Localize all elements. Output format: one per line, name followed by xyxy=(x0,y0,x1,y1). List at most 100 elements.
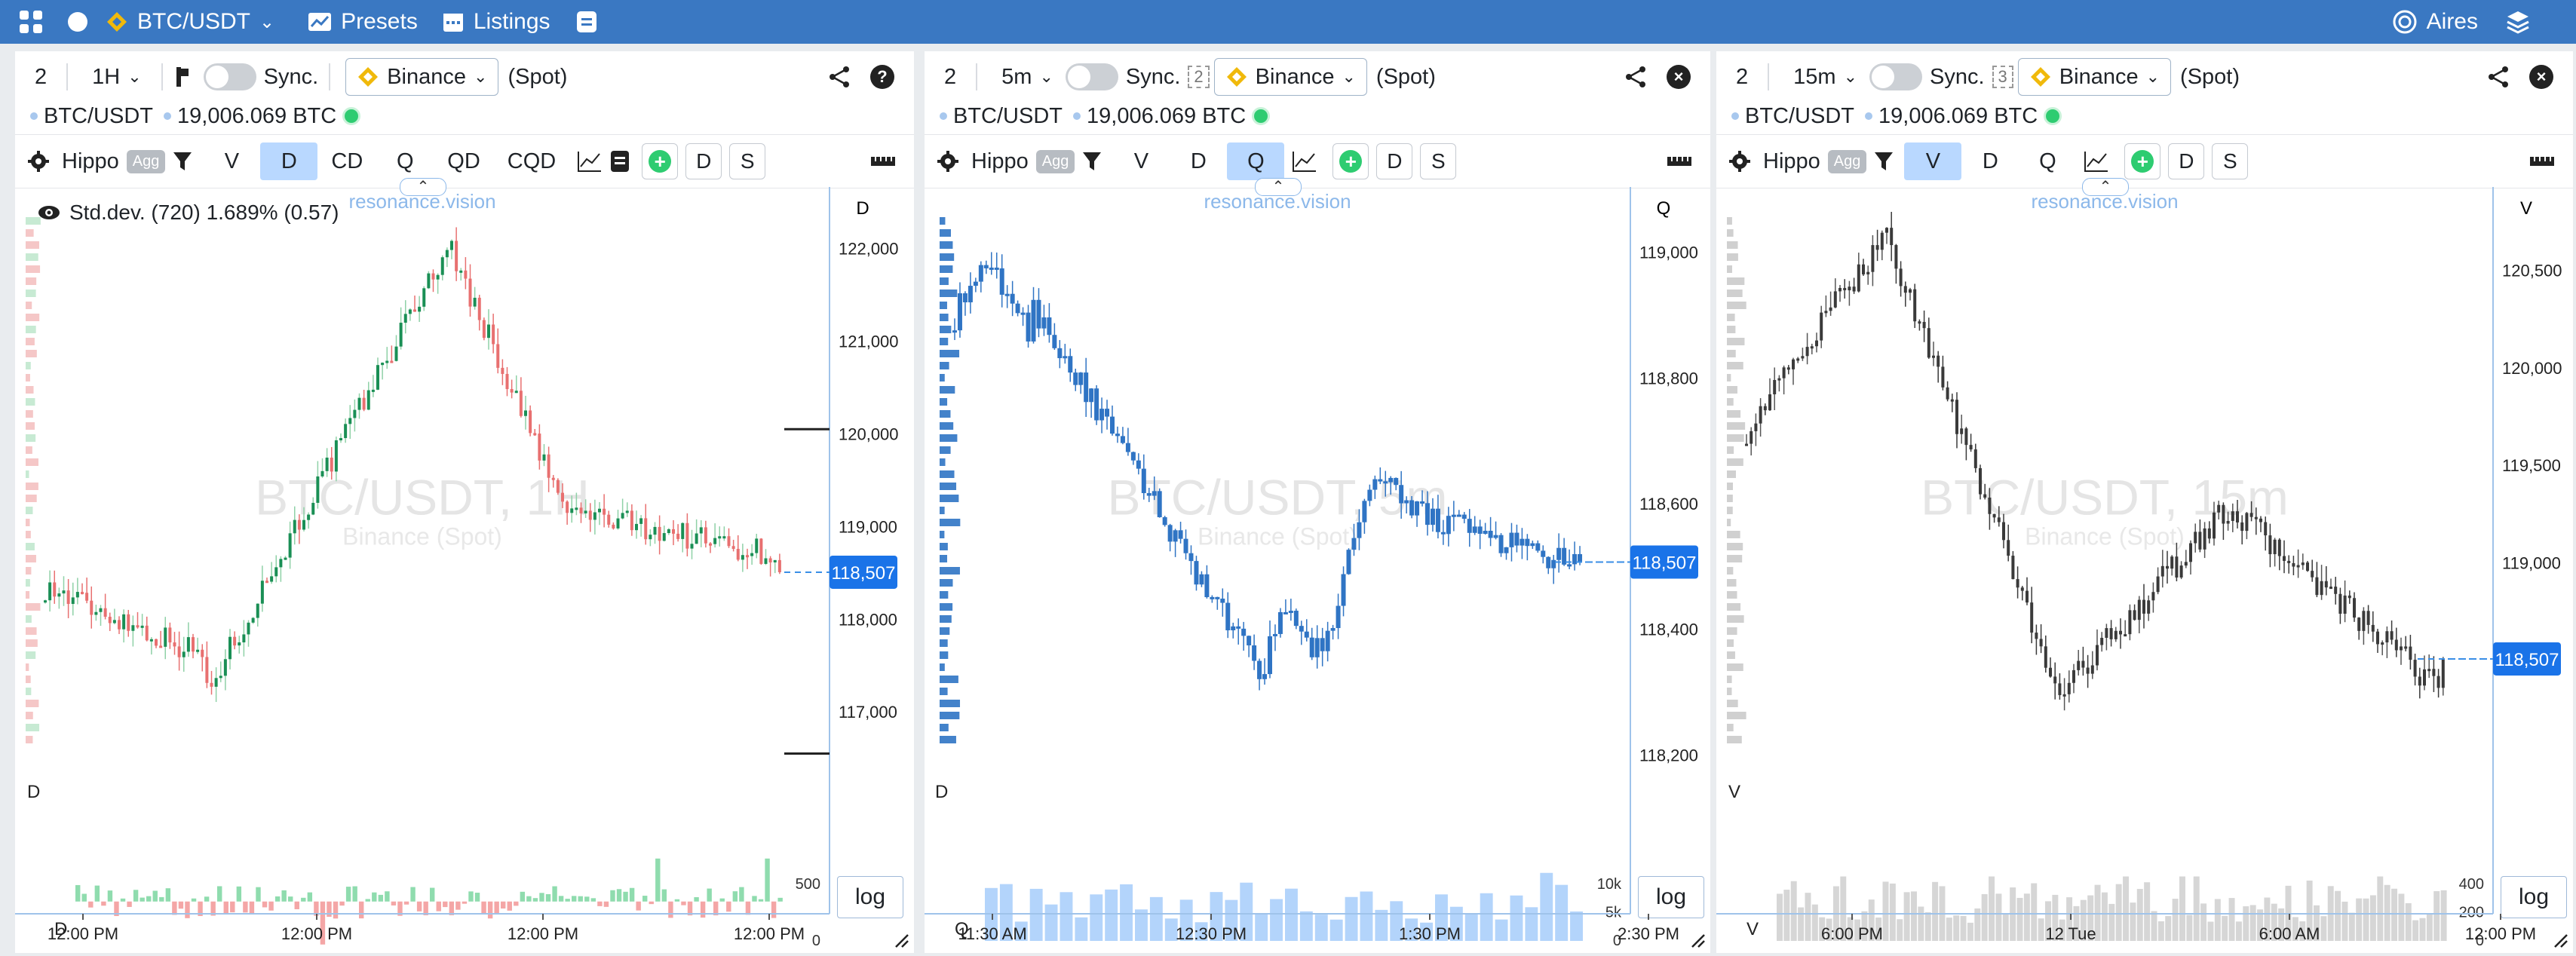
chart-canvas[interactable]: D 122,000 121,000 120,000 119,000 118,000 117,… xyxy=(15,187,914,951)
mode-button-cqd[interactable]: CQD xyxy=(507,149,557,173)
volume-profile-bar xyxy=(940,229,951,237)
agg-badge[interactable]: Agg xyxy=(126,149,166,173)
chart-canvas[interactable]: Q119,000118,800118,600118,400118,200BTC/… xyxy=(925,187,1710,951)
mode-button-v[interactable]: V xyxy=(1133,149,1149,173)
d-button[interactable]: D xyxy=(2168,143,2205,179)
volume-profile-bar xyxy=(1727,531,1740,538)
candle-body xyxy=(1141,468,1146,494)
mode-button-d[interactable]: D xyxy=(260,142,318,180)
candle-body xyxy=(2072,670,2075,683)
mode-button-cd[interactable]: CD xyxy=(331,149,363,173)
notes-button[interactable] xyxy=(576,11,597,33)
resize-handle-icon[interactable] xyxy=(2552,932,2568,948)
stddev-indicator[interactable]: Std.dev. (720) 1.689% (0.57) xyxy=(38,201,339,225)
close-icon[interactable]: × xyxy=(1667,65,1691,89)
mode-button-q[interactable]: Q xyxy=(396,149,414,173)
candle-body xyxy=(1894,245,1898,269)
search-button[interactable] xyxy=(66,11,89,33)
candle-body xyxy=(422,288,426,307)
apps-menu-button[interactable] xyxy=(18,9,44,35)
s-button[interactable]: S xyxy=(729,143,766,179)
resize-handle-icon[interactable] xyxy=(893,932,909,948)
resize-handle-icon[interactable] xyxy=(1689,932,1706,948)
d-button[interactable]: D xyxy=(1376,143,1413,179)
s-button[interactable]: S xyxy=(2212,143,2249,179)
layers-button[interactable] xyxy=(2505,9,2531,35)
timeframe-selector[interactable]: 15m ⌄ xyxy=(1793,65,1857,90)
collapse-toolbar-tab[interactable]: ⌃ xyxy=(2082,178,2129,196)
timeframe-selector[interactable]: 5m ⌄ xyxy=(1001,65,1053,90)
share-icon[interactable] xyxy=(2487,65,2510,89)
share-icon[interactable] xyxy=(828,65,851,89)
filter-icon[interactable] xyxy=(1874,151,1894,172)
line-chart-icon[interactable] xyxy=(2084,150,2109,173)
sync-group-badge[interactable]: 3 xyxy=(1992,66,2013,88)
log-scale-button[interactable]: log xyxy=(837,876,903,918)
mode-button-q[interactable]: Q xyxy=(2039,149,2056,173)
mode-button-d[interactable]: D xyxy=(1190,149,1207,173)
agg-badge[interactable]: Agg xyxy=(1035,149,1075,173)
close-icon[interactable]: × xyxy=(2529,65,2553,89)
notes-icon[interactable] xyxy=(610,150,630,173)
user-menu-button[interactable]: Aires xyxy=(2392,9,2478,35)
exchange-selector[interactable]: Binance ⌄ xyxy=(2017,58,2172,96)
drawing-tool-icon[interactable] xyxy=(173,66,192,88)
volume-bar xyxy=(1882,881,1889,941)
filter-icon[interactable] xyxy=(1082,151,1102,172)
exchange-selector[interactable]: Binance ⌄ xyxy=(1213,58,1367,96)
help-icon[interactable]: ? xyxy=(870,65,894,89)
sync-toggle[interactable] xyxy=(1869,63,1922,90)
listings-button[interactable]: Listings xyxy=(442,9,550,35)
chart-canvas[interactable]: V120,500120,000119,500119,000118,500BTC/… xyxy=(1716,187,2573,951)
ruler-icon[interactable] xyxy=(1667,154,1692,169)
sync-toggle[interactable] xyxy=(203,63,256,90)
add-indicator-button[interactable]: + xyxy=(1332,143,1369,179)
volume-bar xyxy=(565,899,570,902)
candle-body xyxy=(1578,553,1583,562)
collapse-toolbar-tab[interactable]: ⌃ xyxy=(1255,178,1302,196)
s-button[interactable]: S xyxy=(1420,143,1457,179)
candle-body xyxy=(1336,605,1341,629)
candle-body xyxy=(149,639,153,642)
filter-icon[interactable] xyxy=(173,151,192,172)
d-button[interactable]: D xyxy=(685,143,722,179)
mode-button-d[interactable]: D xyxy=(1982,149,1998,173)
gear-icon[interactable] xyxy=(27,150,50,173)
mode-button-q[interactable]: Q xyxy=(1227,142,1285,180)
gear-icon[interactable] xyxy=(937,150,959,173)
mode-button-qd[interactable]: QD xyxy=(447,149,480,173)
line-chart-icon[interactable] xyxy=(577,150,603,173)
gear-icon[interactable] xyxy=(1728,150,1751,173)
indicator-name[interactable]: Hippo xyxy=(1763,149,1820,173)
add-indicator-button[interactable]: + xyxy=(2124,143,2161,179)
mode-button-v[interactable]: V xyxy=(224,149,240,173)
indicator-name[interactable]: Hippo xyxy=(971,149,1029,173)
candle-body xyxy=(1425,503,1430,525)
timeframe-selector[interactable]: 1H ⌄ xyxy=(92,65,142,90)
layout-number[interactable]: 2 xyxy=(35,64,48,89)
sync-group-badge[interactable]: 2 xyxy=(1188,66,1210,88)
indicator-name[interactable]: Hippo xyxy=(62,149,119,173)
collapse-toolbar-tab[interactable]: ⌃ xyxy=(400,178,446,196)
add-indicator-button[interactable]: + xyxy=(642,143,679,179)
mode-button-v[interactable]: V xyxy=(1904,142,1962,180)
volume-bar xyxy=(185,901,190,918)
agg-badge[interactable]: Agg xyxy=(1827,149,1867,173)
line-chart-icon[interactable] xyxy=(1292,150,1317,173)
symbol-selector[interactable]: BTC/USDT ⌄ xyxy=(106,9,274,35)
presets-button[interactable]: Presets xyxy=(308,9,418,35)
ruler-icon[interactable] xyxy=(2529,154,2555,169)
eye-icon[interactable] xyxy=(38,204,60,221)
volume-bar xyxy=(1149,896,1163,941)
log-scale-button[interactable]: log xyxy=(1638,876,1704,918)
share-icon[interactable] xyxy=(1624,65,1647,89)
layout-number[interactable]: 2 xyxy=(1736,64,1749,89)
candle-body xyxy=(2324,581,2328,588)
layout-number[interactable]: 2 xyxy=(944,64,957,89)
candle-body xyxy=(1105,409,1110,417)
candle-body xyxy=(2254,516,2258,519)
ruler-icon[interactable] xyxy=(870,154,896,169)
sync-toggle[interactable] xyxy=(1065,63,1118,90)
log-scale-button[interactable]: log xyxy=(2501,876,2567,918)
exchange-selector[interactable]: Binance ⌄ xyxy=(345,58,499,96)
